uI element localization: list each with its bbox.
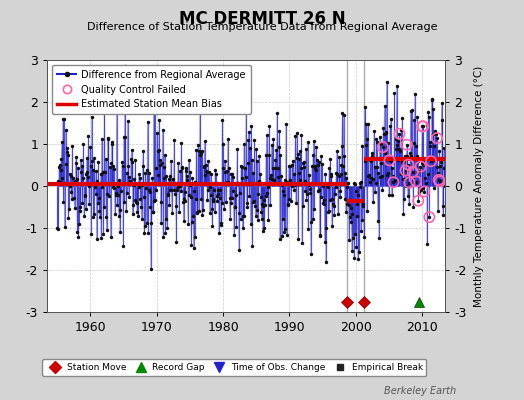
Point xyxy=(409,169,417,175)
Point xyxy=(425,214,433,220)
Point xyxy=(379,144,387,150)
Text: Berkeley Earth: Berkeley Earth xyxy=(384,386,456,396)
Point xyxy=(414,198,422,204)
Point xyxy=(402,142,411,148)
Point xyxy=(419,123,428,130)
Point xyxy=(420,188,429,195)
Point xyxy=(434,177,443,183)
Text: MC DERMITT 26 N: MC DERMITT 26 N xyxy=(179,10,345,28)
Point xyxy=(416,164,424,170)
Point xyxy=(385,157,394,164)
Point xyxy=(433,135,441,141)
Y-axis label: Monthly Temperature Anomaly Difference (°C): Monthly Temperature Anomaly Difference (… xyxy=(474,65,484,307)
Point xyxy=(412,178,420,185)
Point xyxy=(395,131,403,137)
Point xyxy=(418,123,427,130)
Text: Difference of Station Temperature Data from Regional Average: Difference of Station Temperature Data f… xyxy=(87,22,437,32)
Point xyxy=(401,168,410,174)
Legend: Station Move, Record Gap, Time of Obs. Change, Empirical Break: Station Move, Record Gap, Time of Obs. C… xyxy=(42,359,427,376)
Point xyxy=(405,179,413,186)
Point xyxy=(427,158,435,164)
Point xyxy=(389,179,398,186)
Point xyxy=(435,178,444,184)
Point xyxy=(404,162,412,168)
